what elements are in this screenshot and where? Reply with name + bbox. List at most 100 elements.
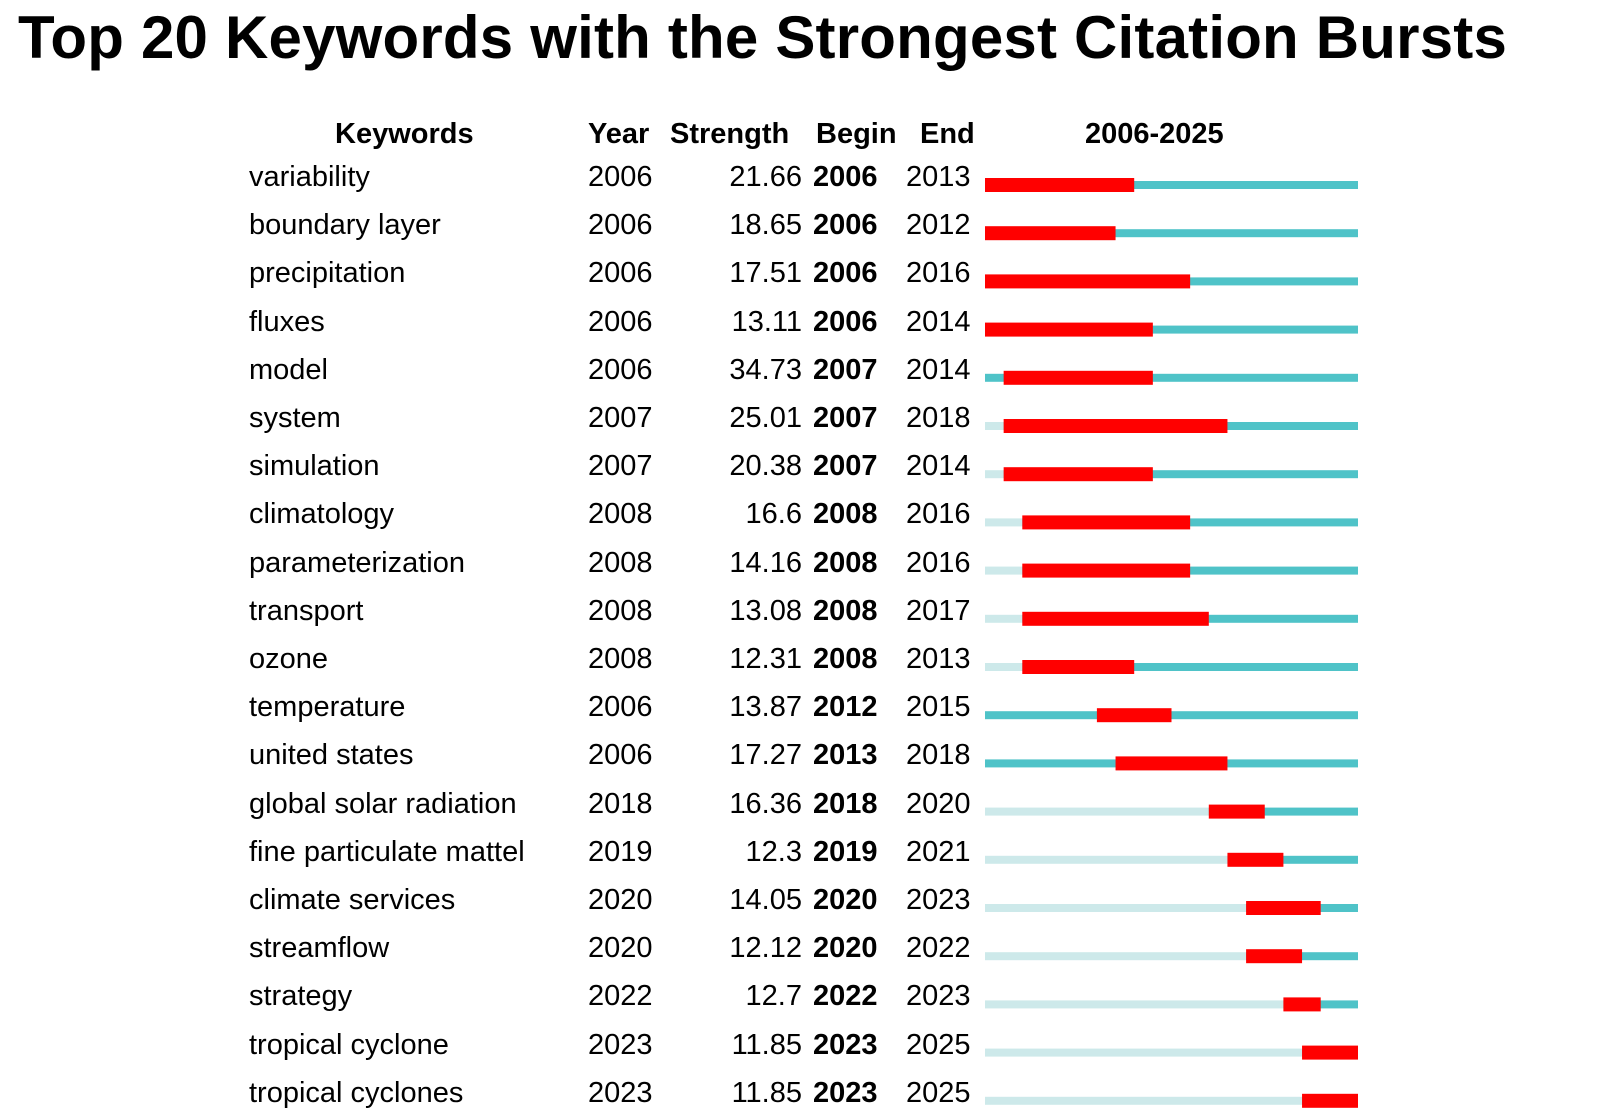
- row-keyword: ozone: [249, 643, 329, 675]
- row-strength: 25.01: [729, 402, 802, 434]
- row-year: 2022: [588, 980, 653, 1013]
- row-keyword: transport: [249, 594, 364, 627]
- bar-burst: [985, 226, 1116, 241]
- row-year: 2019: [588, 835, 653, 868]
- row-year: 2008: [588, 643, 653, 675]
- row-begin: 2008: [813, 643, 878, 675]
- row-begin: 2008: [813, 546, 878, 579]
- row-keyword: tropical cyclone: [249, 1028, 449, 1061]
- row-year: 2007: [588, 450, 653, 483]
- row-begin: 2018: [813, 787, 878, 820]
- row-strength: 11.85: [731, 1076, 802, 1109]
- row-begin: 2007: [813, 402, 878, 434]
- row-end: 2022: [906, 932, 971, 965]
- row-strength: 12.7: [745, 980, 802, 1013]
- row-strength: 13.08: [729, 594, 802, 627]
- bar-burst: [1302, 1093, 1358, 1108]
- bar-inactive: [985, 470, 1004, 479]
- bar-active: [1208, 807, 1358, 816]
- row-strength: 14.16: [729, 546, 802, 579]
- row-strength: 12.12: [729, 932, 802, 965]
- bar-inactive: [985, 904, 1247, 912]
- bar-burst: [1096, 708, 1172, 723]
- row-keyword: climatology: [249, 498, 395, 531]
- row-year: 2023: [588, 1028, 653, 1061]
- row-end: 2021: [906, 835, 971, 868]
- bar-inactive: [985, 952, 1247, 961]
- row-keyword: climate services: [249, 884, 456, 916]
- bar-burst: [1302, 1045, 1358, 1060]
- row-strength: 21.66: [729, 161, 802, 193]
- row-begin: 2012: [813, 691, 878, 724]
- row-year: 2018: [588, 787, 653, 820]
- bar-inactive: [985, 663, 1023, 671]
- bar-active: [985, 373, 1358, 382]
- row-year: 2023: [588, 1076, 653, 1109]
- row-end: 2025: [906, 1076, 971, 1109]
- bar-burst: [1022, 660, 1135, 674]
- header-strength: Strength: [670, 118, 790, 150]
- row-end: 2013: [906, 643, 971, 675]
- row-keyword: parameterization: [249, 546, 465, 579]
- row-begin: 2023: [813, 1028, 878, 1061]
- row-end: 2016: [906, 498, 971, 531]
- row-year: 2020: [588, 884, 653, 916]
- bar-active: [985, 181, 1358, 189]
- row-begin: 2013: [813, 739, 878, 772]
- row-keyword: streamflow: [249, 932, 390, 965]
- bar-active: [1022, 663, 1358, 671]
- row-keyword: tropical cyclones: [249, 1076, 464, 1109]
- row-strength: 18.65: [729, 209, 802, 242]
- row-strength: 34.73: [729, 353, 802, 386]
- row-begin: 2006: [813, 209, 878, 242]
- bar-active: [985, 229, 1358, 238]
- row-end: 2015: [906, 691, 971, 724]
- row-end: 2014: [906, 353, 971, 386]
- chart-title: Top 20 Keywords with the Strongest Citat…: [18, 4, 1508, 71]
- bar-inactive: [985, 566, 1023, 575]
- bar-burst: [1246, 901, 1321, 915]
- row-begin: 2019: [813, 835, 878, 868]
- bar-burst: [1208, 804, 1265, 819]
- bar-active: [1246, 952, 1358, 961]
- row-keyword: united states: [249, 739, 414, 772]
- bar-burst: [985, 322, 1153, 337]
- row-begin: 2023: [813, 1076, 878, 1109]
- bar-burst: [1022, 563, 1191, 578]
- row-strength: 17.51: [729, 257, 802, 290]
- row-end: 2013: [906, 161, 971, 193]
- row-keyword: variability: [249, 161, 370, 193]
- row-end: 2014: [906, 305, 971, 338]
- header-year: Year: [588, 118, 650, 150]
- row-end: 2023: [906, 980, 971, 1013]
- row-strength: 13.87: [729, 691, 802, 724]
- row-keyword: boundary layer: [249, 209, 441, 242]
- row-begin: 2006: [813, 305, 878, 338]
- row-strength: 11.85: [731, 1028, 802, 1061]
- bar-burst: [1022, 515, 1191, 530]
- bar-burst: [1022, 611, 1209, 626]
- header-keywords: Keywords: [335, 118, 474, 150]
- row-begin: 2022: [813, 980, 878, 1013]
- row-end: 2016: [906, 257, 971, 290]
- row-keyword: model: [249, 353, 328, 386]
- row-keyword: system: [249, 402, 341, 434]
- row-end: 2018: [906, 402, 971, 434]
- row-begin: 2008: [813, 498, 878, 531]
- row-keyword: fine particulate mattel: [249, 835, 525, 868]
- header-begin: Begin: [816, 118, 897, 150]
- row-end: 2012: [906, 209, 971, 242]
- row-strength: 16.36: [729, 787, 802, 820]
- header-timeline: 2006-2025: [1085, 118, 1224, 150]
- row-keyword: fluxes: [249, 305, 325, 338]
- bar-burst: [1003, 467, 1153, 482]
- row-strength: 20.38: [729, 450, 802, 483]
- bar-burst: [1115, 756, 1228, 771]
- bar-inactive: [985, 807, 1209, 816]
- bar-active: [1003, 470, 1358, 479]
- row-strength: 16.6: [745, 498, 802, 531]
- row-strength: 17.27: [729, 739, 802, 772]
- row-year: 2006: [588, 739, 653, 772]
- row-begin: 2020: [813, 932, 878, 965]
